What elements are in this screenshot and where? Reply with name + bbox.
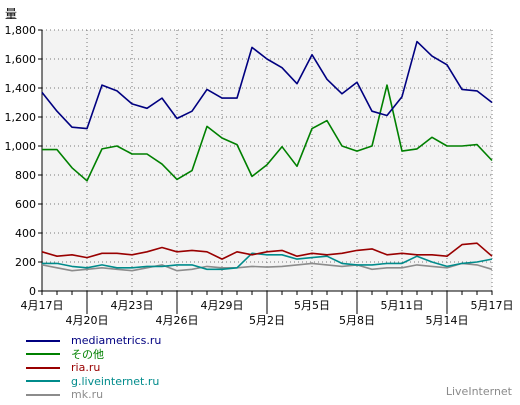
watermark: LiveInternet [445, 385, 512, 398]
y-tick-label: 1,800 [5, 24, 37, 37]
y-tick-label: 600 [15, 198, 36, 211]
x-tick-label: 5月14日 [426, 314, 469, 327]
y-tick-label: 400 [15, 227, 36, 240]
y-tick-label: 800 [15, 169, 36, 182]
x-tick-label: 4月20日 [66, 314, 109, 327]
legend-label: ria.ru [71, 361, 101, 375]
legend-swatch [26, 366, 60, 369]
x-tick-label: 5月5日 [294, 299, 330, 312]
y-tick-label: 200 [15, 256, 36, 269]
legend-item: mediametrics.ru [26, 334, 161, 348]
legend-swatch [26, 339, 60, 342]
series-line [42, 252, 493, 271]
series-line [41, 242, 493, 260]
legend-swatch [26, 393, 60, 396]
legend-label: mediametrics.ru [71, 334, 162, 348]
x-tick-label: 5月17日 [471, 299, 514, 312]
plot-area: 0 200 400 600 800 1,000 1,200 1,400 1,600 1,800 4月… [5, 24, 514, 327]
legend-item: ria.ru [26, 361, 161, 375]
series-line [41, 40, 493, 130]
x-tick-label: 4月23日 [111, 299, 154, 312]
y-tick-label: 0 [29, 285, 36, 298]
x-tick-label: 5月11日 [381, 299, 424, 312]
line-chart: 量 0 200 400 600 800 1,000 1,200 1,400 1,600 1,800… [5, 7, 514, 327]
legend-swatch [26, 353, 60, 356]
legend-item: mk.ru [26, 388, 161, 402]
legend-swatch [26, 380, 60, 383]
legend-label: g.liveinternet.ru [71, 374, 160, 388]
x-tick-label: 5月2日 [249, 314, 285, 327]
series-line [42, 84, 493, 182]
x-tick-label: 5月8日 [339, 314, 375, 327]
series-line [41, 262, 493, 272]
x-tick-label: 4月29日 [201, 299, 244, 312]
y-tick-label: 1,200 [5, 111, 37, 124]
y-axis-unit-label: 量 [5, 7, 17, 21]
x-tick-label: 4月17日 [21, 299, 64, 312]
legend-item: g.liveinternet.ru [26, 375, 161, 389]
y-tick-label: 1,600 [5, 53, 37, 66]
legend-label: mk.ru [71, 388, 104, 402]
x-tick-label: 4月26日 [156, 314, 199, 327]
plot-background [42, 30, 492, 291]
y-tick-label: 1,000 [5, 140, 37, 153]
legend-item: その他 [26, 348, 161, 362]
legend-label: その他 [71, 347, 104, 361]
legend: mediametrics.ru その他 ria.ru g.liveinternet.r… [26, 334, 161, 402]
y-tick-label: 1,400 [5, 82, 37, 95]
